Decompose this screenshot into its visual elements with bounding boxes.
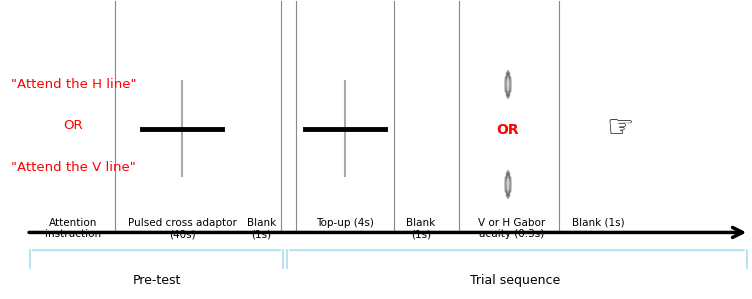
- Text: Blank (1s): Blank (1s): [572, 218, 625, 228]
- Text: OR: OR: [63, 119, 83, 132]
- Text: Top-up (4s): Top-up (4s): [316, 218, 374, 228]
- Text: ☞: ☞: [607, 114, 634, 143]
- Text: Pulsed cross adaptor
(40s): Pulsed cross adaptor (40s): [128, 218, 236, 239]
- Text: Blank
(1s): Blank (1s): [406, 218, 435, 239]
- Text: Attention
instruction: Attention instruction: [45, 218, 102, 239]
- Text: Pre-test: Pre-test: [132, 274, 180, 287]
- Text: Blank
(1s): Blank (1s): [247, 218, 276, 239]
- Text: "Attend the H line": "Attend the H line": [11, 78, 136, 91]
- Text: Trial sequence: Trial sequence: [470, 274, 560, 287]
- Text: "Attend the V line": "Attend the V line": [11, 161, 135, 174]
- Text: OR: OR: [496, 123, 520, 137]
- Text: V or H Gabor
acuity (0.3s): V or H Gabor acuity (0.3s): [478, 218, 545, 239]
